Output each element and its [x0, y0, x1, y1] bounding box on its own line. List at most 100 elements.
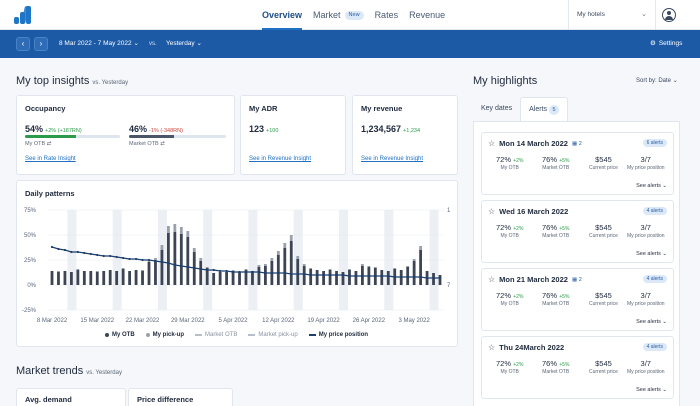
point-my-price-position[interactable] — [154, 259, 157, 263]
tab-key-dates[interactable]: Key dates — [473, 97, 520, 121]
point-my-price-position[interactable] — [432, 276, 435, 280]
bar-my-otb[interactable] — [57, 272, 60, 285]
bar-my-pickup[interactable] — [302, 264, 306, 266]
bar-my-otb[interactable] — [348, 270, 351, 285]
point-my-price-position[interactable] — [374, 274, 377, 278]
point-my-price-position[interactable] — [393, 275, 396, 279]
bar-my-otb[interactable] — [167, 233, 170, 285]
point-my-price-position[interactable] — [141, 258, 144, 262]
point-my-price-position[interactable] — [341, 273, 345, 277]
point-my-price-position[interactable] — [238, 270, 241, 274]
point-my-price-position[interactable] — [63, 248, 67, 252]
tab-overview[interactable]: Overview — [262, 0, 303, 30]
point-my-price-position[interactable] — [322, 273, 325, 277]
point-my-price-position[interactable] — [303, 272, 306, 276]
point-my-price-position[interactable] — [257, 270, 261, 274]
rate-insight-link[interactable]: See in Rate Insight — [25, 156, 76, 162]
user-circle-icon[interactable] — [662, 8, 676, 22]
see-alerts-link[interactable]: See alerts ⌄ — [636, 387, 667, 393]
point-my-price-position[interactable] — [316, 273, 319, 277]
point-my-price-position[interactable] — [147, 258, 151, 262]
bar-my-otb[interactable] — [438, 275, 442, 285]
point-my-price-position[interactable] — [270, 271, 273, 275]
bar-my-pickup[interactable] — [361, 264, 364, 266]
bar-my-pickup[interactable] — [328, 269, 332, 270]
bar-my-pickup[interactable] — [393, 268, 397, 269]
bar-my-otb[interactable] — [121, 269, 125, 285]
bar-my-pickup[interactable] — [57, 271, 60, 272]
alert-card[interactable]: ☆ Thu 24March 2022 4 alerts 72% +2% My OTB 76… — [481, 336, 674, 399]
legend-my-pickup[interactable]: My pick-up — [145, 332, 184, 338]
compare-select[interactable]: Yesterday ⌄ — [166, 30, 202, 58]
bar-my-otb[interactable] — [328, 270, 332, 285]
bar-my-pickup[interactable] — [179, 227, 183, 234]
legend-market-pickup[interactable]: Market pick-up — [248, 332, 298, 338]
point-my-price-position[interactable] — [109, 254, 112, 258]
tab-alerts[interactable]: Alerts 5 — [520, 97, 569, 121]
bar-my-otb[interactable] — [322, 271, 325, 285]
bar-my-otb[interactable] — [231, 271, 235, 285]
bar-my-pickup[interactable] — [373, 267, 377, 268]
bar-my-otb[interactable] — [309, 269, 313, 285]
previous-period-button[interactable]: ‹ — [16, 37, 30, 51]
bar-my-pickup[interactable] — [276, 251, 280, 255]
bar-my-otb[interactable] — [128, 271, 131, 285]
legend-price-position[interactable]: My price position — [308, 332, 368, 338]
bar-my-otb[interactable] — [380, 270, 384, 285]
settings-button[interactable]: ⚙ Settings — [650, 30, 682, 58]
bar-my-otb[interactable] — [141, 271, 144, 285]
point-my-price-position[interactable] — [309, 273, 312, 277]
bar-my-otb[interactable] — [276, 255, 280, 285]
point-my-price-position[interactable] — [128, 257, 131, 261]
bar-my-otb[interactable] — [412, 261, 416, 285]
bar-my-otb[interactable] — [419, 250, 422, 285]
alert-card[interactable]: ☆ Mon 14 March 2022 ▦ 2 6 alerts 72% +2% My O… — [481, 132, 674, 195]
star-icon[interactable]: ☆ — [488, 275, 496, 284]
bar-my-otb[interactable] — [95, 272, 99, 285]
point-my-price-position[interactable] — [264, 271, 267, 275]
bar-my-otb[interactable] — [160, 250, 164, 285]
bar-my-pickup[interactable] — [76, 269, 80, 270]
point-my-price-position[interactable] — [96, 253, 99, 257]
bar-my-otb[interactable] — [386, 271, 390, 285]
legend-my-otb[interactable]: My OTB — [105, 332, 135, 338]
bar-my-otb[interactable] — [264, 266, 267, 285]
bar-my-pickup[interactable] — [173, 224, 177, 232]
bar-my-otb[interactable] — [257, 267, 261, 285]
bar-my-otb[interactable] — [89, 271, 93, 285]
brand-logo[interactable] — [14, 6, 36, 24]
bar-my-otb[interactable] — [173, 232, 177, 285]
point-my-price-position[interactable] — [173, 263, 176, 267]
bar-my-otb[interactable] — [289, 241, 293, 285]
point-my-price-position[interactable] — [70, 250, 73, 254]
point-my-price-position[interactable] — [354, 274, 358, 278]
bar-my-otb[interactable] — [199, 261, 203, 285]
point-my-price-position[interactable] — [57, 247, 60, 251]
bar-my-pickup[interactable] — [160, 245, 164, 250]
bar-my-otb[interactable] — [218, 272, 222, 285]
bar-my-otb[interactable] — [76, 270, 80, 285]
star-icon[interactable]: ☆ — [488, 139, 496, 148]
point-my-price-position[interactable] — [277, 271, 280, 275]
bar-my-pickup[interactable] — [257, 265, 261, 267]
alert-card[interactable]: ☆ Mon 21 March 2022 ▦ 2 4 alerts 72% +2% My O… — [481, 268, 674, 331]
alert-card[interactable]: ☆ Wed 16 March 2022 4 alerts 72% +2% My OTB 7… — [481, 200, 674, 263]
bar-my-otb[interactable] — [302, 266, 306, 285]
see-alerts-link[interactable]: See alerts ⌄ — [636, 183, 667, 189]
sort-select[interactable]: Sort by: Date ⌄ — [636, 77, 678, 84]
point-my-price-position[interactable] — [76, 250, 79, 254]
bar-my-otb[interactable] — [251, 271, 254, 285]
point-my-price-position[interactable] — [367, 274, 370, 278]
bar-my-pickup[interactable] — [231, 270, 235, 271]
point-my-price-position[interactable] — [186, 265, 189, 269]
point-my-price-position[interactable] — [283, 271, 286, 275]
point-my-price-position[interactable] — [425, 276, 429, 280]
bar-my-otb[interactable] — [212, 273, 216, 285]
bar-my-pickup[interactable] — [270, 258, 274, 261]
point-my-price-position[interactable] — [206, 268, 209, 272]
point-my-price-position[interactable] — [361, 274, 364, 278]
bar-my-pickup[interactable] — [141, 270, 144, 271]
bar-my-pickup[interactable] — [205, 267, 209, 268]
point-my-price-position[interactable] — [296, 272, 299, 276]
bar-my-pickup[interactable] — [309, 268, 313, 269]
